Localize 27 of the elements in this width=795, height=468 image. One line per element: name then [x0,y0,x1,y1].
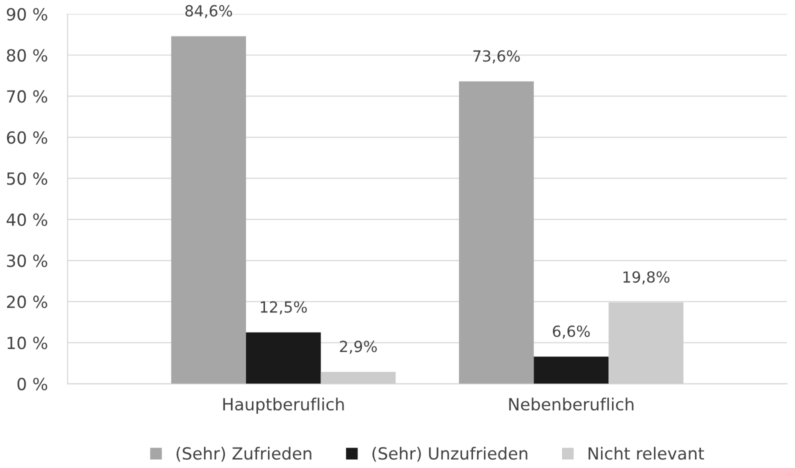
x-tick-label: Hauptberuflich [223,398,344,414]
y-tick-label: 50 % [7,172,48,185]
y-tick-label: 80 % [6,49,48,62]
y-tick-label: 70 % [7,90,48,103]
bar [171,36,246,384]
legend-label: (Sehr) Zufrieden [176,446,312,462]
y-tick-label: 10 % [8,336,48,350]
x-tick-label: Nebenberuflich [509,398,634,411]
y-tick-label: 0 % [17,378,48,390]
y-tick-label: 30 % [7,254,48,268]
bar [608,302,684,384]
y-tick-label: 60 % [6,131,48,144]
bar [534,356,609,384]
data-label: 73,6% [473,50,520,64]
data-label: 2,9% [340,340,377,354]
data-label: 6,6% [552,325,590,339]
legend-label: Nicht relevant [588,446,704,460]
y-tick-label: 40 % [6,213,48,226]
y-tick-label: 90 % [6,8,48,21]
legend-label: (Sehr) Unzufrieden [372,446,528,462]
data-label: 12,5% [260,301,307,314]
bar [246,332,321,384]
data-label: 84,6% [185,5,232,18]
bar [320,372,396,384]
bar [458,81,534,384]
data-label: 19,8% [623,271,670,284]
y-tick-label: 20 % [7,296,48,308]
